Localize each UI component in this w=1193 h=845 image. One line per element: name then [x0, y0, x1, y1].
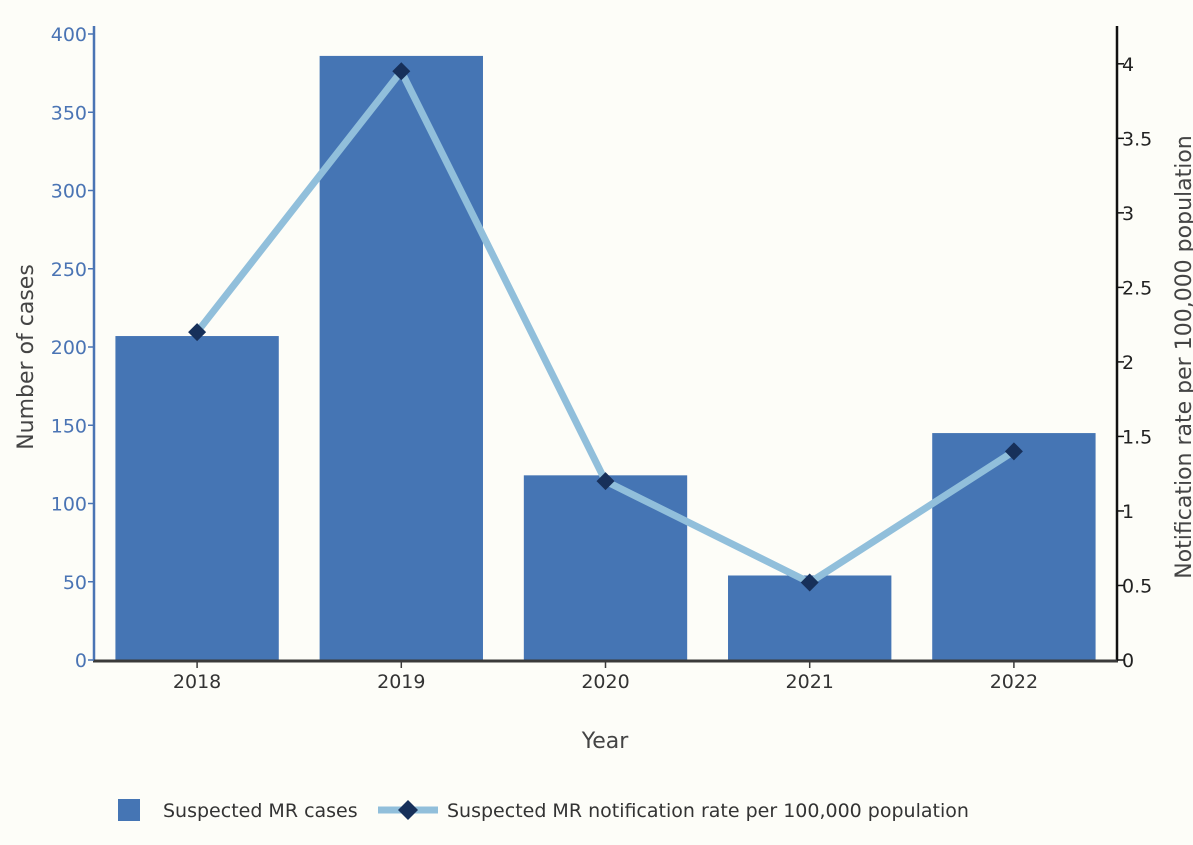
- x-tick-label-2018: 2018: [173, 671, 221, 693]
- rate-marker-2018: [188, 323, 207, 342]
- right-tick-label-1.5: 1.5: [1122, 426, 1152, 448]
- left-tick-label-50: 50: [63, 572, 87, 594]
- x-ticks: 2018 2019 2020 2021 2022: [173, 661, 1038, 693]
- legend-label-rate: Suspected MR notification rate per 100,0…: [447, 800, 969, 822]
- right-y-ticks: 0 0.5 1 1.5 2 2.5 3 3.5 4: [1117, 54, 1152, 672]
- right-tick-label-2.5: 2.5: [1122, 277, 1152, 299]
- left-tick-label-300: 300: [51, 181, 87, 203]
- y2-axis-title: Notification rate per 100,000 population: [1172, 135, 1193, 578]
- bars-group: [115, 55, 1096, 661]
- right-tick-label-0.5: 0.5: [1122, 575, 1152, 597]
- right-tick-label-4: 4: [1122, 54, 1134, 76]
- left-tick-label-0: 0: [75, 650, 87, 672]
- bar-2022: [932, 433, 1096, 660]
- legend: Suspected MR cases Suspected MR notifica…: [118, 799, 969, 822]
- rate-marker-2021: [800, 573, 819, 592]
- left-tick-label-100: 100: [51, 494, 87, 516]
- x-tick-label-2021: 2021: [786, 671, 834, 693]
- rate-marker-2022: [1004, 442, 1023, 461]
- left-tick-label-250: 250: [51, 259, 87, 281]
- right-tick-label-1: 1: [1122, 501, 1134, 523]
- x-axis-title: Year: [581, 729, 630, 754]
- x-tick-label-2019: 2019: [377, 671, 425, 693]
- legend-swatch-marker: [398, 800, 418, 820]
- bar-2020: [523, 475, 688, 660]
- x-tick-label-2022: 2022: [990, 671, 1038, 693]
- y-axis-title: Number of cases: [14, 264, 39, 450]
- right-tick-label-0: 0: [1122, 650, 1134, 672]
- right-tick-label-3: 3: [1122, 203, 1134, 225]
- left-tick-label-200: 200: [51, 337, 87, 359]
- x-tick-label-2020: 2020: [581, 671, 629, 693]
- left-tick-label-150: 150: [51, 415, 87, 437]
- left-tick-label-350: 350: [51, 102, 87, 124]
- bar-2018: [115, 336, 279, 660]
- bar-2019: [319, 55, 483, 661]
- right-tick-label-3.5: 3.5: [1122, 128, 1152, 150]
- legend-label-cases: Suspected MR cases: [163, 800, 358, 822]
- rate-marker-2019: [392, 62, 411, 81]
- left-tick-label-400: 400: [51, 24, 87, 46]
- left-y-ticks: 0 50 100 150 200 250 300 350 400: [51, 24, 94, 672]
- rate-marker-2020: [596, 472, 615, 491]
- right-tick-label-2: 2: [1122, 352, 1134, 374]
- rate-line-group: [188, 62, 1023, 592]
- legend-swatch-bar: [118, 799, 140, 821]
